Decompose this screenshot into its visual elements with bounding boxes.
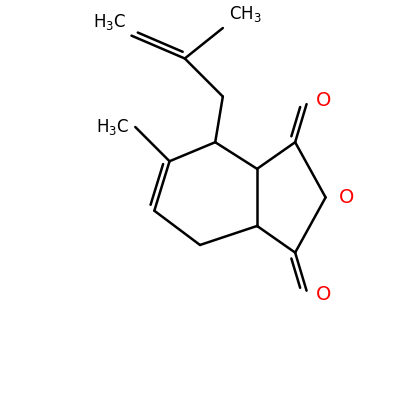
- Text: $\mathregular{CH_3}$: $\mathregular{CH_3}$: [228, 4, 261, 24]
- Text: O: O: [339, 188, 354, 207]
- Text: $\mathregular{H_3C}$: $\mathregular{H_3C}$: [92, 12, 126, 32]
- Text: O: O: [316, 91, 332, 110]
- Text: $\mathregular{H_3C}$: $\mathregular{H_3C}$: [96, 117, 130, 137]
- Text: O: O: [316, 285, 332, 304]
